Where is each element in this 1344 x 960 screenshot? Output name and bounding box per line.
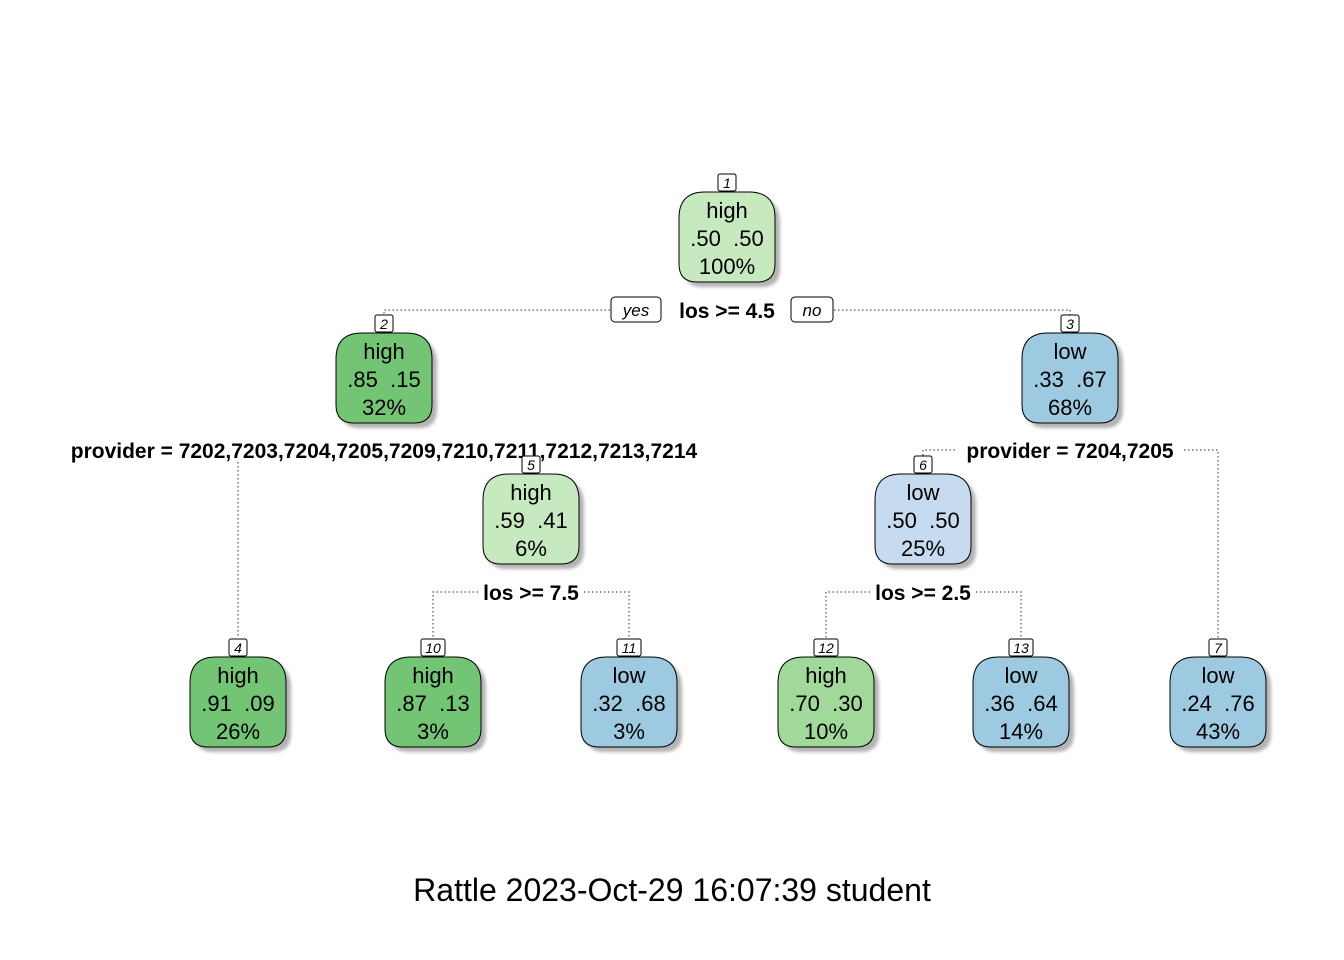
node-number: 11	[622, 640, 637, 656]
node-box	[482, 473, 580, 565]
node-box	[189, 656, 287, 748]
node-box	[678, 191, 776, 283]
node-number-box	[1208, 638, 1228, 657]
node-probabilities: .59 .41	[494, 508, 567, 533]
node-box	[580, 656, 678, 748]
node-number: 1	[723, 175, 731, 191]
tree-node-2: high .85 .15 32% 2	[335, 314, 437, 428]
tree-node-11: low .32 .68 3% 11	[580, 638, 682, 752]
edge-1-2	[383, 309, 610, 332]
node-class-label: high	[363, 339, 405, 364]
node-number: 12	[818, 640, 834, 656]
split-labels: los >= 4.5 provider = 7202,7203,7204,720…	[71, 300, 1174, 605]
split-label-node-6: los >= 2.5	[875, 582, 971, 605]
node-box	[972, 656, 1070, 748]
node-percentage: 10%	[804, 719, 848, 744]
node-percentage: 6%	[515, 536, 547, 561]
footer-caption: Rattle 2023-Oct-29 16:07:39 student	[413, 872, 931, 908]
tree-node-4: high .91 .09 26% 4	[189, 638, 291, 752]
node-box	[384, 656, 482, 748]
node-number-box	[717, 173, 737, 192]
node-class-label: low	[906, 480, 939, 505]
node-probabilities: .50 .50	[886, 508, 959, 533]
node-percentage: 68%	[1048, 395, 1092, 420]
node-percentage: 26%	[216, 719, 260, 744]
edge-6-13	[976, 591, 1022, 638]
node-number-box	[374, 314, 394, 333]
node-class-label: high	[217, 663, 259, 688]
node-percentage: 14%	[999, 719, 1043, 744]
split-label-node-1: los >= 4.5	[679, 300, 775, 323]
node-number-box	[228, 638, 248, 657]
yes-label: yes	[622, 301, 650, 320]
yes-label-box: yes	[610, 296, 662, 323]
node-class-label: high	[510, 480, 552, 505]
node-probabilities: .33 .67	[1033, 367, 1106, 392]
node-number: 2	[379, 316, 388, 332]
node-number: 6	[919, 457, 927, 473]
edge-5-11	[584, 591, 630, 638]
node-number-box	[913, 455, 933, 474]
node-probabilities: .87 .13	[396, 691, 469, 716]
node-layer: high .50 .50 100% 1 high .85 .15 32% 2 low .33 .6…	[189, 173, 1271, 752]
node-number: 10	[425, 640, 441, 656]
tree-node-12: high .70 .30 10% 12	[777, 638, 879, 752]
node-percentage: 43%	[1196, 719, 1240, 744]
split-label-node-3: provider = 7204,7205	[966, 440, 1174, 463]
node-class-label: low	[1053, 339, 1086, 364]
node-number-box	[420, 638, 446, 657]
split-label-node-5: los >= 7.5	[483, 582, 579, 605]
node-class-label: low	[1201, 663, 1234, 688]
node-number-box	[813, 638, 839, 657]
split-label-node-2: provider = 7202,7203,7204,7205,7209,7210…	[71, 440, 698, 463]
node-number-box	[1008, 638, 1034, 657]
no-label-box: no	[790, 296, 834, 323]
edge-1-3	[834, 309, 1071, 332]
node-number-box	[521, 455, 541, 474]
node-percentage: 3%	[417, 719, 449, 744]
node-class-label: low	[1004, 663, 1037, 688]
node-number: 4	[234, 640, 242, 656]
tree-node-1: high .50 .50 100% 1	[678, 173, 780, 287]
node-probabilities: .24 .76	[1181, 691, 1254, 716]
tree-node-5: high .59 .41 6% 5	[482, 455, 584, 569]
node-probabilities: .32 .68	[592, 691, 665, 716]
node-box	[1169, 656, 1267, 748]
edge-6-12	[825, 591, 870, 638]
tree-node-6: low .50 .50 25% 6	[874, 455, 976, 569]
node-percentage: 3%	[613, 719, 645, 744]
node-number-box	[616, 638, 642, 657]
edge-3-7	[1184, 449, 1219, 638]
node-probabilities: .70 .30	[789, 691, 862, 716]
node-percentage: 32%	[362, 395, 406, 420]
node-number: 7	[1214, 640, 1223, 656]
node-probabilities: .50 .50	[690, 226, 763, 251]
node-class-label: high	[706, 198, 748, 223]
node-percentage: 100%	[699, 254, 755, 279]
tree-node-3: low .33 .67 68% 3	[1021, 314, 1123, 428]
tree-node-10: high .87 .13 3% 10	[384, 638, 486, 752]
node-class-label: low	[612, 663, 645, 688]
node-box	[1021, 332, 1119, 424]
node-probabilities: .91 .09	[201, 691, 274, 716]
node-number: 5	[527, 457, 535, 473]
node-class-label: high	[805, 663, 847, 688]
edge-5-10	[432, 591, 478, 638]
node-box	[874, 473, 972, 565]
node-class-label: high	[412, 663, 454, 688]
no-label: no	[803, 301, 822, 320]
node-box	[335, 332, 433, 424]
node-number: 3	[1066, 316, 1074, 332]
node-box	[777, 656, 875, 748]
node-number: 13	[1013, 640, 1029, 656]
tree-node-13: low .36 .64 14% 13	[972, 638, 1074, 752]
tree-node-7: low .24 .76 43% 7	[1169, 638, 1271, 752]
node-percentage: 25%	[901, 536, 945, 561]
node-probabilities: .36 .64	[984, 691, 1057, 716]
node-probabilities: .85 .15	[347, 367, 420, 392]
node-number-box	[1060, 314, 1080, 333]
